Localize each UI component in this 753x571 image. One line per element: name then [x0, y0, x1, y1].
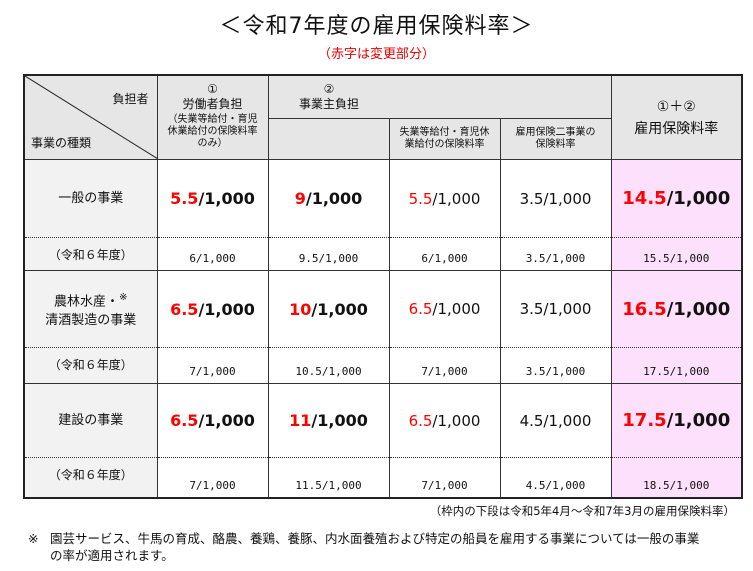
previous-rate: 7/1,000 [388, 347, 501, 384]
changed-part: 14.5 [622, 188, 667, 209]
business-type: 一般の事業 [23, 159, 158, 238]
employer-sub1: 失業等給付・育児休業給付の保険料率 [388, 118, 501, 160]
employer-num: ② [323, 82, 335, 96]
unchanged-part: /1,000 [666, 410, 731, 431]
rate-row: 一般の事業 5.5/1,000 9/1,000 5.5/1,000 3.5/1,000 1… [23, 159, 743, 238]
changed-part: 10 [289, 299, 312, 319]
unchanged-part: /1,000 [305, 189, 363, 208]
rate-value: 4.5/1,000 [499, 383, 612, 458]
rate-value: 3.5/1,000 [499, 270, 612, 348]
kind-line1: 農林水産・ [54, 294, 120, 310]
rate-value: 10/1,000 [267, 270, 390, 348]
previous-rate-row: （令和６年度） 6/1,000 9.5/1,000 6/1,000 3.5/1,000 1… [23, 237, 743, 271]
previous-year-label: （令和６年度） [23, 457, 158, 498]
previous-rate: 7/1,000 [156, 347, 269, 384]
employer-sub2: 雇用保険二事業の保険料率 [499, 118, 612, 160]
total-label: 雇用保険料率 [634, 120, 719, 137]
unchanged-part: /1,000 [311, 299, 368, 319]
total-num: ①＋② [656, 98, 696, 115]
previous-rate: 11.5/1,000 [267, 457, 390, 498]
rate-value: 14.5/1,000 [610, 159, 743, 238]
unchanged-part: /1,000 [198, 411, 255, 430]
changed-part: 16.5 [622, 298, 667, 320]
changed-part: 6.5 [408, 411, 433, 430]
changed-part: 6.5 [408, 300, 433, 318]
rate-value: 17.5/1,000 [610, 383, 743, 458]
rate-row: 建設の事業 6.5/1,000 11/1,000 6.5/1,000 4.5/1,000… [23, 383, 743, 458]
rate-value: 6.5/1,000 [388, 383, 501, 458]
unchanged-part: 4.5/1,000 [519, 411, 592, 430]
unchanged-part: /1,000 [311, 411, 368, 430]
kind-mark: ※ [119, 291, 128, 303]
total-header: ①＋② 雇用保険料率 [610, 74, 743, 160]
previous-rate: 4.5/1,000 [499, 457, 612, 498]
kind-line2: 清酒製造の事業 [45, 313, 137, 329]
unchanged-part: /1,000 [432, 411, 481, 430]
previous-rate: 6/1,000 [388, 237, 501, 271]
unchanged-part: /1,000 [432, 189, 481, 208]
rate-value: 11/1,000 [267, 383, 390, 458]
footnote: ※ 園芸サービス、牛馬の育成、酪農、養鶏、養豚、内水面養殖および特定の船員を雇用… [28, 530, 710, 564]
previous-year-label: （令和６年度） [23, 347, 158, 384]
unchanged-part: /1,000 [198, 189, 255, 208]
changed-part: 5.5 [408, 189, 433, 208]
unchanged-part: /1,000 [666, 298, 731, 320]
unchanged-part: 3.5/1,000 [519, 300, 592, 318]
worker-header: ① 労働者負担 （失業等給付・育児休業給付の保険料率のみ） [156, 74, 269, 160]
worker-label: 労働者負担 [182, 97, 243, 111]
previous-rate: 7/1,000 [388, 457, 501, 498]
worker-num: ① [207, 82, 218, 96]
rate-value: 16.5/1,000 [610, 270, 743, 348]
previous-rate: 3.5/1,000 [499, 347, 612, 384]
previous-rate: 3.5/1,000 [499, 237, 612, 271]
rate-value: 6.5/1,000 [388, 270, 501, 348]
table-note: （枠内の下段は令和5年4月～令和7年3月の雇用保険料率） [429, 504, 735, 518]
previous-rate: 18.5/1,000 [610, 457, 743, 498]
rate-value: 5.5/1,000 [388, 159, 501, 238]
rate-value: 6.5/1,000 [156, 383, 269, 458]
previous-rate: 10.5/1,000 [267, 347, 390, 384]
diagonal-line [25, 76, 158, 159]
unchanged-part: /1,000 [432, 300, 481, 318]
changed-part: 5.5 [170, 189, 199, 208]
rate-value: 6.5/1,000 [156, 270, 269, 348]
page-subtitle: （赤字は変更部分） [317, 47, 435, 62]
previous-rate: 7/1,000 [156, 457, 269, 498]
rate-row: 農林水産・※ 清酒製造の事業 6.5/1,000 10/1,000 6.5/1,000 3… [23, 270, 743, 348]
rate-value: 9/1,000 [267, 159, 390, 238]
business-type: 農林水産・※ 清酒製造の事業 [23, 270, 158, 348]
unchanged-part: /1,000 [666, 188, 731, 209]
previous-rate: 9.5/1,000 [267, 237, 390, 271]
changed-part: 11 [289, 411, 312, 430]
corner-header: 負担者 事業の種類 [23, 74, 158, 160]
changed-part: 6.5 [170, 411, 199, 430]
unchanged-part: 3.5/1,000 [519, 189, 592, 208]
changed-part: 9 [294, 189, 306, 208]
previous-rate: 17.5/1,000 [610, 347, 743, 384]
changed-part: 6.5 [170, 299, 199, 319]
rate-value: 5.5/1,000 [156, 159, 269, 238]
business-type-header: 事業の種類 [31, 136, 92, 150]
previous-rate: 6/1,000 [156, 237, 269, 271]
burden-header: 負担者 [112, 92, 149, 106]
footnote-mark: ※ [28, 531, 39, 546]
worker-note: （失業等給付・育児休業給付の保険料率のみ） [167, 114, 258, 149]
previous-rate: 15.5/1,000 [610, 237, 743, 271]
previous-rate-row: （令和６年度） 7/1,000 11.5/1,000 7/1,000 4.5/1,000… [23, 457, 743, 498]
business-type: 建設の事業 [23, 383, 158, 458]
previous-year-label: （令和６年度） [23, 237, 158, 271]
page-title: ＜令和7年度の雇用保険料率＞ [219, 14, 534, 39]
changed-part: 17.5 [622, 410, 667, 431]
footnote-text: 園芸サービス、牛馬の育成、酪農、養鶏、養豚、内水面養殖および特定の船員を雇用する… [50, 531, 700, 563]
insurance-rate-table: 負担者 事業の種類 ① 労働者負担 （失業等給付・育児休業給付の保険料率のみ） … [23, 74, 743, 499]
employer-label: 事業主負担 [298, 97, 359, 111]
unchanged-part: /1,000 [198, 299, 255, 319]
rate-value: 3.5/1,000 [499, 159, 612, 238]
previous-rate-row: （令和６年度） 7/1,000 10.5/1,000 7/1,000 3.5/1,000… [23, 347, 743, 384]
employer-header: ② 事業主負担 [267, 74, 612, 120]
